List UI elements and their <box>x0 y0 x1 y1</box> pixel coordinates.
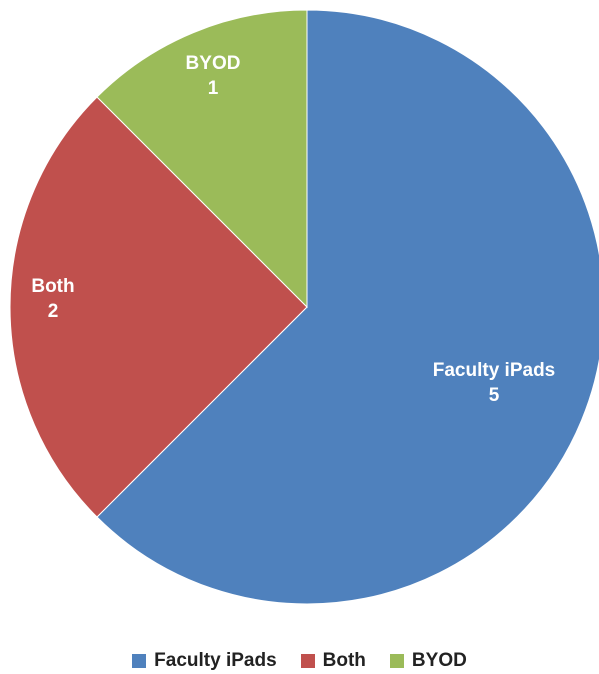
slice-faculty-ipads <box>96 9 599 605</box>
pie-chart: Faculty iPads 5 Both 2 BYOD 1 <box>9 9 599 605</box>
slice-value-byod: 1 <box>208 78 219 99</box>
legend-item-byod: BYOD <box>389 650 467 672</box>
legend: Faculty iPads Both BYOD <box>0 650 599 672</box>
slice-label-both: Both <box>31 276 74 297</box>
slice-value-both: 2 <box>48 301 59 322</box>
legend-item-both: Both <box>300 650 366 672</box>
slice-byod <box>96 9 308 309</box>
legend-item-faculty-ipads: Faculty iPads <box>132 650 277 672</box>
legend-label: Both <box>322 650 366 671</box>
legend-label: Faculty iPads <box>154 650 277 671</box>
slice-both <box>9 96 308 518</box>
legend-swatch <box>389 654 404 668</box>
legend-swatch <box>300 654 315 668</box>
legend-swatch <box>132 654 147 668</box>
slice-value-faculty-ipads: 5 <box>489 385 500 406</box>
slice-label-byod: BYOD <box>186 53 241 74</box>
legend-label: BYOD <box>411 650 467 671</box>
slice-label-faculty-ipads: Faculty iPads <box>433 360 556 381</box>
